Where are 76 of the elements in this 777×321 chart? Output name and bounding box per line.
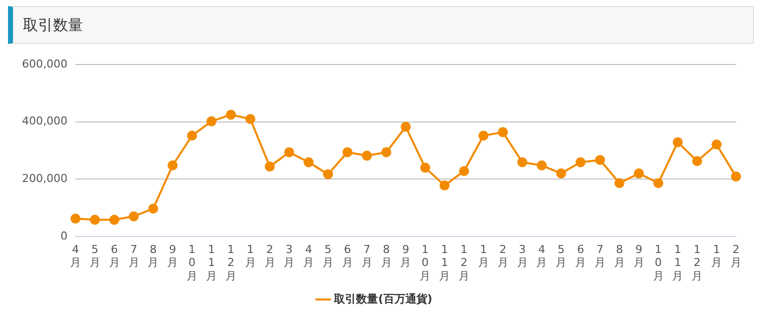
point	[168, 160, 178, 170]
x-tick-label: 3月	[516, 242, 528, 270]
x-tick-label: 12月	[225, 242, 236, 282]
point	[245, 114, 256, 124]
x-tick-label: 6月	[342, 242, 353, 270]
point	[420, 162, 430, 173]
x-tick-label: 11月	[206, 242, 217, 282]
point	[731, 172, 741, 182]
x-tick-label: 4月	[70, 242, 81, 270]
y-tick-label: 400,000	[22, 114, 68, 128]
point	[536, 160, 547, 170]
point	[634, 168, 644, 178]
point	[264, 162, 275, 172]
point	[712, 139, 722, 150]
point	[672, 137, 683, 148]
x-tick-label: 10月	[652, 242, 664, 282]
point	[653, 178, 664, 188]
chart-title: 取引数量	[8, 6, 754, 44]
x-tick-label: 8月	[148, 242, 159, 270]
x-tick-label: 9月	[633, 242, 644, 270]
x-tick-label: 6月	[108, 242, 120, 270]
x-tick-label: 12月	[692, 242, 703, 282]
point	[206, 116, 216, 126]
x-tick-label: 2月	[730, 242, 742, 270]
point	[90, 214, 100, 225]
x-tick-label: 5月	[89, 242, 100, 270]
x-tick-label: 4月	[536, 242, 548, 270]
x-tick-label: 10月	[186, 242, 198, 282]
x-tick-label: 1月	[244, 242, 256, 270]
y-tick-label: 200,000	[22, 172, 68, 185]
y-tick-label: 600,000	[22, 57, 68, 70]
x-tick-label: 1月	[478, 242, 489, 270]
point	[517, 157, 528, 168]
point	[381, 147, 392, 158]
x-tick-label: 11月	[439, 242, 450, 282]
point	[187, 130, 198, 141]
point	[362, 150, 372, 161]
point	[304, 157, 314, 168]
point	[692, 156, 702, 166]
x-tick-label: 4月	[303, 242, 314, 270]
point	[128, 211, 139, 222]
point	[70, 214, 80, 224]
point	[459, 166, 470, 176]
point	[109, 214, 120, 225]
point	[148, 204, 158, 214]
point	[478, 130, 488, 141]
x-tick-label: 10月	[420, 242, 431, 282]
x-tick-label: 8月	[614, 242, 625, 270]
x-tick-label: 5月	[556, 242, 567, 270]
point	[323, 169, 334, 180]
point	[595, 154, 606, 165]
x-tick-label: 2月	[497, 242, 508, 270]
x-tick-label: 11月	[672, 242, 684, 282]
x-tick-label: 12月	[458, 242, 470, 282]
point	[284, 147, 294, 158]
x-tick-label: 9月	[167, 242, 178, 270]
x-tick-label: 3月	[284, 242, 295, 270]
point	[440, 180, 450, 190]
point	[400, 122, 411, 132]
point	[556, 168, 566, 178]
point	[342, 147, 352, 158]
point	[498, 127, 508, 138]
x-tick-label: 8月	[380, 242, 392, 270]
legend-label: 取引数量(百万通貨)	[333, 292, 432, 306]
x-tick-label: 6月	[575, 242, 586, 270]
point	[226, 110, 236, 120]
x-tick-label: 9月	[400, 242, 412, 270]
y-tick-label: 0	[60, 229, 68, 242]
point	[614, 178, 624, 188]
x-tick-label: 1月	[711, 242, 722, 270]
x-tick-label: 7月	[128, 242, 140, 270]
x-tick-label: 7月	[361, 242, 372, 270]
x-tick-label: 2月	[264, 242, 276, 270]
x-tick-label: 7月	[594, 242, 606, 270]
x-tick-label: 5月	[322, 242, 334, 270]
point	[576, 157, 586, 168]
